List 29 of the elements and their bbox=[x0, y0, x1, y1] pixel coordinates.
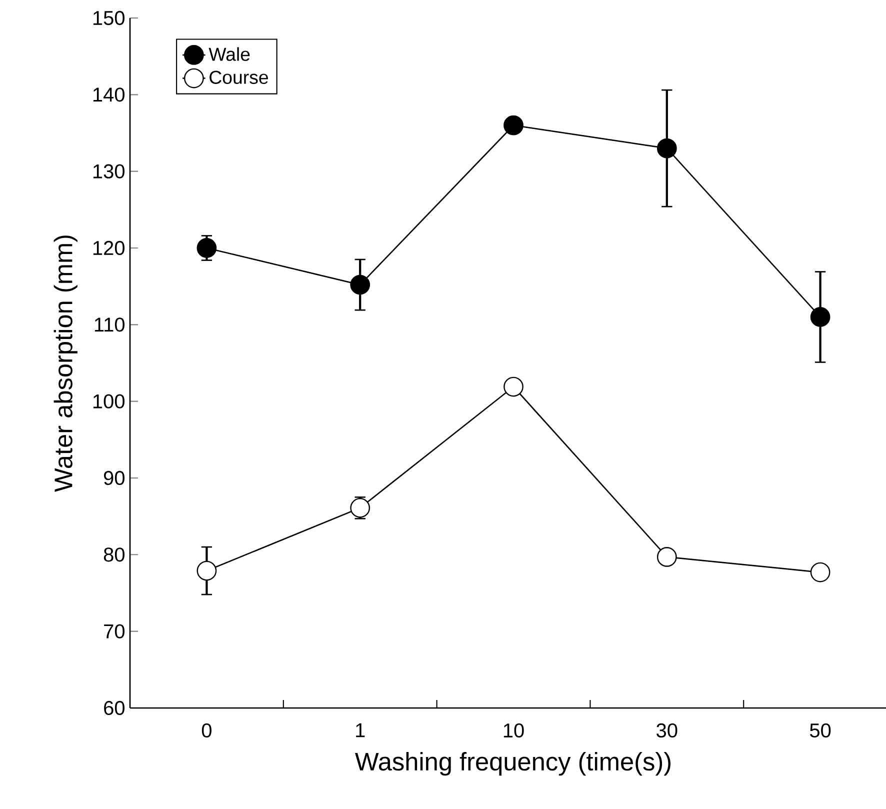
y-tick-label: 120 bbox=[93, 240, 124, 256]
y-tick-label: 60 bbox=[104, 700, 124, 716]
point bbox=[504, 376, 524, 397]
point bbox=[196, 238, 217, 258]
point bbox=[196, 560, 217, 581]
x-tick-label: 1 bbox=[356, 723, 365, 738]
y-tick-label: 130 bbox=[93, 164, 124, 178]
point bbox=[810, 562, 830, 582]
y-tick-label: 140 bbox=[93, 88, 124, 102]
y-tick-label: 70 bbox=[104, 624, 124, 638]
y-tick-label: 100 bbox=[93, 394, 124, 408]
x-tick-label: 10 bbox=[504, 723, 524, 738]
point bbox=[810, 307, 830, 327]
y-tick-label: 150 bbox=[93, 10, 124, 26]
x-tick-label: 50 bbox=[810, 723, 831, 738]
point bbox=[656, 138, 677, 158]
point bbox=[350, 498, 370, 518]
y-tick-label: 80 bbox=[104, 548, 124, 562]
y-tick-label: 90 bbox=[104, 470, 124, 486]
legend-label: Course bbox=[210, 70, 268, 84]
y-tick-label: 110 bbox=[94, 318, 124, 332]
x-tick-label: 30 bbox=[656, 723, 678, 738]
point bbox=[656, 547, 677, 567]
point bbox=[504, 115, 524, 136]
legend-label: Wale bbox=[208, 47, 250, 61]
x-axis-title: Washing frequency (time(s)) bbox=[354, 752, 670, 776]
y-axis-title: Water absorption (mm) bbox=[54, 236, 78, 492]
point bbox=[350, 274, 370, 295]
x-tick-label: 0 bbox=[202, 723, 212, 738]
